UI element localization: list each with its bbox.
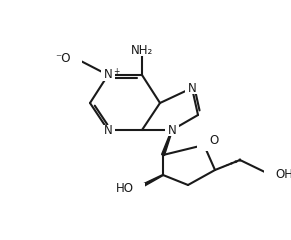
Text: +: + xyxy=(113,66,119,76)
FancyBboxPatch shape xyxy=(264,169,278,180)
Text: O: O xyxy=(209,134,218,148)
FancyBboxPatch shape xyxy=(185,83,199,94)
FancyBboxPatch shape xyxy=(131,182,145,193)
FancyBboxPatch shape xyxy=(101,70,115,80)
Text: N: N xyxy=(188,82,196,95)
FancyBboxPatch shape xyxy=(165,125,179,136)
Text: N: N xyxy=(104,124,112,137)
Text: NH₂: NH₂ xyxy=(131,44,153,57)
Polygon shape xyxy=(162,130,173,156)
Text: HO: HO xyxy=(116,181,134,194)
Text: N: N xyxy=(168,124,176,137)
FancyBboxPatch shape xyxy=(68,53,82,64)
Text: N: N xyxy=(104,68,112,82)
FancyBboxPatch shape xyxy=(197,139,211,150)
Polygon shape xyxy=(137,174,163,189)
Text: ⁻O: ⁻O xyxy=(56,52,71,65)
Text: OH: OH xyxy=(275,168,291,181)
FancyBboxPatch shape xyxy=(135,44,149,55)
FancyBboxPatch shape xyxy=(101,125,115,136)
